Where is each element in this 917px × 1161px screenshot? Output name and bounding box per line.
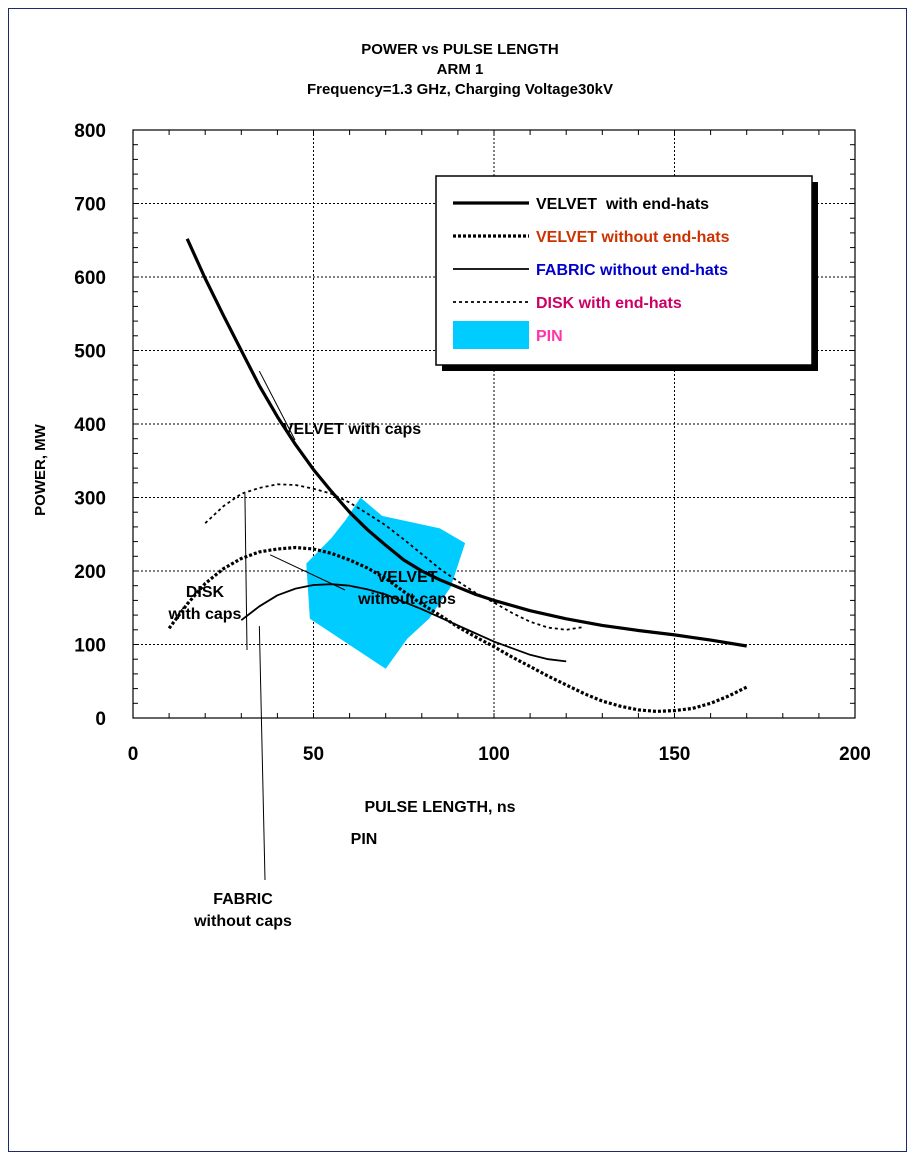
annotation-text-5-2: without caps [193,913,292,930]
pin-region-layer [306,497,466,669]
annotation-leader-2 [244,493,248,651]
legend-label-3: FABRIC without end-hats [536,262,728,279]
legend: VELVET with end-hats VELVET without end-h… [435,175,818,371]
title-line-2: ARM 1 [437,61,484,78]
annotation-leader-1 [258,370,296,441]
series-layer [167,238,748,713]
y-tick-label-0: 0 [95,709,106,730]
annotation-text-2-2: with caps [168,606,242,623]
x-tick-label-200: 200 [839,744,871,765]
y-tick-label-400: 400 [74,415,106,436]
annotation-text-4-1: PIN [351,831,378,848]
y-tick-label-600: 600 [74,268,106,289]
series-line-4 [204,483,585,631]
annotation-text-2-1: DISK [186,584,225,601]
legend-label-4: DISK with end-hats [536,295,682,312]
annotation-5: FABRIC without caps [193,626,292,930]
x-tick-label-100: 100 [478,744,510,765]
title-line-3: Frequency=1.3 GHz, Charging Voltage30kV [307,81,613,98]
legend-label-1: VELVET with end-hats [536,196,709,213]
x-tick-label-50: 50 [303,744,324,765]
x-tick-label-150: 150 [659,744,691,765]
annotation-text-5-1: FABRIC [213,891,273,908]
pin-region [306,497,466,669]
y-tick-label-200: 200 [74,562,106,583]
legend-item-5: PIN [453,321,563,349]
annotation-4: PIN [351,831,378,848]
annotation-2: DISK with caps [168,493,248,651]
tick-labels: 0 50 100 150 200 0 100 200 300 400 500 600 700 800 [74,121,871,765]
annotation-3: VELVET without caps [269,554,456,608]
annotations: VELVET with caps DISK with caps VELVET witho… [168,370,456,930]
y-axis-label: POWER, MW [32,423,49,515]
title-line-1: POWER vs PULSE LENGTH [361,41,559,58]
legend-item-1: VELVET with end-hats [453,196,709,213]
axes [132,129,856,719]
annotation-text-3-2: without caps [357,591,456,608]
y-tick-label-500: 500 [74,342,106,363]
x-tick-label-0: 0 [128,744,139,765]
chart-title: POWER vs PULSE LENGTH ARM 1 Frequency=1.… [307,41,613,98]
y-tick-label-300: 300 [74,489,106,510]
y-tick-label-800: 800 [74,121,106,142]
legend-label-5: PIN [536,328,563,345]
y-tick-label-700: 700 [74,195,106,216]
legend-item-4: DISK with end-hats [453,295,682,312]
annotation-leader-3 [269,554,346,591]
x-axis-label: PULSE LENGTH, ns [364,799,515,816]
legend-item-2: VELVET without end-hats [453,229,730,246]
legend-swatch-pin [453,321,529,349]
legend-label-2: VELVET without end-hats [536,229,730,246]
series-line-2 [167,545,748,713]
annotation-text-3-1: VELVET [376,569,437,586]
annotation-text-1-1: VELVET with caps [283,421,422,438]
annotation-1: VELVET with caps [258,370,422,441]
y-tick-label-100: 100 [74,636,106,657]
legend-item-3: FABRIC without end-hats [453,262,728,279]
series-line-3 [240,583,567,663]
series-line-1 [185,238,747,648]
annotation-leader-5 [258,626,266,881]
